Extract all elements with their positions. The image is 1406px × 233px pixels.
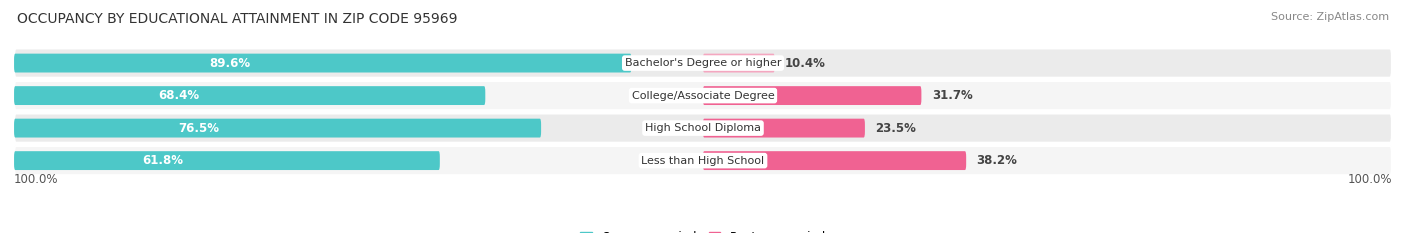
FancyBboxPatch shape xyxy=(14,146,1392,175)
FancyBboxPatch shape xyxy=(14,151,440,170)
FancyBboxPatch shape xyxy=(14,48,1392,78)
Text: 100.0%: 100.0% xyxy=(14,173,59,186)
Text: Source: ZipAtlas.com: Source: ZipAtlas.com xyxy=(1271,12,1389,22)
Text: 31.7%: 31.7% xyxy=(932,89,973,102)
FancyBboxPatch shape xyxy=(14,81,1392,110)
Text: 89.6%: 89.6% xyxy=(209,57,250,70)
Text: 61.8%: 61.8% xyxy=(142,154,184,167)
Text: College/Associate Degree: College/Associate Degree xyxy=(631,91,775,101)
FancyBboxPatch shape xyxy=(14,119,541,137)
Text: Less than High School: Less than High School xyxy=(641,156,765,166)
Text: 38.2%: 38.2% xyxy=(977,154,1018,167)
Legend: Owner-occupied, Renter-occupied: Owner-occupied, Renter-occupied xyxy=(575,226,831,233)
FancyBboxPatch shape xyxy=(703,151,966,170)
FancyBboxPatch shape xyxy=(703,119,865,137)
Text: Bachelor's Degree or higher: Bachelor's Degree or higher xyxy=(624,58,782,68)
Text: 23.5%: 23.5% xyxy=(875,122,917,135)
FancyBboxPatch shape xyxy=(14,54,631,72)
Text: 100.0%: 100.0% xyxy=(1347,173,1392,186)
Text: High School Diploma: High School Diploma xyxy=(645,123,761,133)
Text: 68.4%: 68.4% xyxy=(159,89,200,102)
FancyBboxPatch shape xyxy=(14,86,485,105)
Text: 76.5%: 76.5% xyxy=(179,122,219,135)
FancyBboxPatch shape xyxy=(703,54,775,72)
Text: 10.4%: 10.4% xyxy=(785,57,825,70)
FancyBboxPatch shape xyxy=(703,86,921,105)
Text: OCCUPANCY BY EDUCATIONAL ATTAINMENT IN ZIP CODE 95969: OCCUPANCY BY EDUCATIONAL ATTAINMENT IN Z… xyxy=(17,12,457,26)
FancyBboxPatch shape xyxy=(14,113,1392,143)
